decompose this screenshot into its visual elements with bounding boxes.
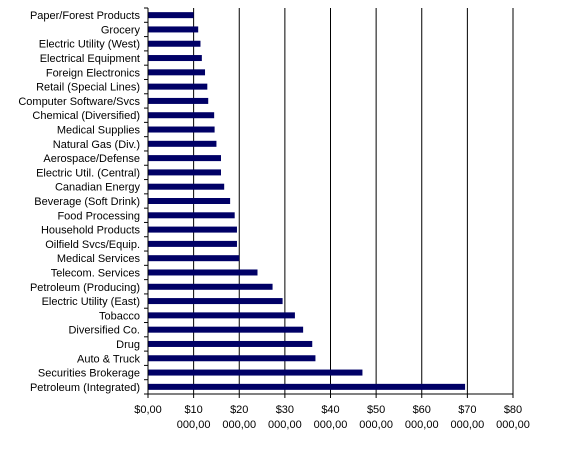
bar [148,340,313,347]
bar [148,126,215,133]
bar [148,240,237,247]
category-label: Natural Gas (Div.) [53,139,140,151]
category-label: Computer Software/Svcs [18,96,140,108]
category-label: Telecom. Services [51,267,141,279]
bar [148,155,221,162]
bar [148,169,221,176]
x-tick-label-line2: 000,00 [405,419,439,431]
x-tick-label: $20 [230,404,248,416]
category-label: Tobacco [99,310,140,322]
category-label: Auto & Truck [77,353,140,365]
bar [148,369,363,376]
gridlines [193,8,514,394]
bar [148,269,258,276]
x-tick-label: $10 [184,404,202,416]
category-label: Medical Supplies [57,125,141,137]
bar [148,97,209,104]
x-tick-label: $0,00 [134,404,162,416]
category-label: Securities Brokerage [38,368,140,380]
category-label: Grocery [101,24,141,36]
x-tick-label: $30 [276,404,294,416]
bar [148,12,194,19]
x-tick-label-line2: 000,00 [268,419,302,431]
category-label: Electric Utility (West) [39,39,140,51]
bar [148,55,202,62]
x-tick-label: $50 [367,404,385,416]
bar [148,183,225,190]
category-label: Drug [116,339,140,351]
x-tick-label-line2: 000,00 [451,419,485,431]
category-label: Diversified Co. [68,325,140,337]
category-label: Medical Services [57,253,141,265]
category-label: Retail (Special Lines) [36,82,140,94]
bar [148,83,208,90]
category-label: Chemical (Diversified) [32,110,140,122]
bar [148,355,316,362]
bar [148,255,240,262]
x-tick-label: $60 [413,404,431,416]
category-label: Aerospace/Defense [43,153,140,165]
bars [148,12,466,390]
x-tick-label: $70 [458,404,476,416]
x-tick-label: $80 [504,404,522,416]
bar [148,383,466,390]
bar [148,226,237,233]
category-label: Paper/Forest Products [30,10,141,22]
category-label: Oilfield Svcs/Equip. [45,239,140,251]
category-label: Electric Utility (East) [42,296,140,308]
bar [148,312,295,319]
category-label: Petroleum (Producing) [30,282,140,294]
category-label: Petroleum (Integrated) [30,382,140,394]
category-label: Beverage (Soft Drink) [34,196,140,208]
category-label: Electric Util. (Central) [36,167,140,179]
x-tick-label-line2: 000,00 [222,419,256,431]
bar [148,326,304,333]
x-tick-label-line2: 000,00 [359,419,393,431]
bar [148,198,231,204]
x-tick-label-line2: 000,00 [177,419,211,431]
bar [148,212,235,219]
bar [148,40,201,47]
x-tick-label-line2: 000,00 [314,419,348,431]
bar [148,26,199,33]
bar [148,69,206,76]
bar [148,298,283,305]
bar [148,112,215,119]
category-labels: Paper/Forest Products Grocery Electric Uti… [18,10,140,394]
x-tick-label-line2: 000,00 [496,419,530,431]
axes [144,7,514,398]
x-tick-label: $40 [321,404,339,416]
category-label: Electrical Equipment [40,53,140,65]
x-tick-labels: $0,00 $10 000,00 $20 000,00 $30 000,00 $40 000,0… [134,404,530,431]
bar [148,140,217,147]
category-label: Household Products [41,225,141,237]
category-label: Food Processing [57,210,140,222]
category-label: Canadian Energy [55,182,141,194]
bar [148,283,273,290]
category-label: Foreign Electronics [46,67,141,79]
